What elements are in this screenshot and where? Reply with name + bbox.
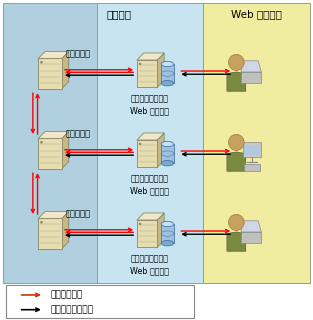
Polygon shape	[241, 61, 261, 72]
Circle shape	[228, 214, 244, 230]
Bar	[203, 3, 310, 283]
Polygon shape	[38, 211, 69, 218]
Polygon shape	[38, 131, 69, 138]
Ellipse shape	[161, 161, 174, 166]
Ellipse shape	[161, 81, 174, 86]
Polygon shape	[227, 152, 246, 171]
Text: キャッシュ: キャッシュ	[65, 49, 90, 58]
Ellipse shape	[161, 241, 174, 246]
Polygon shape	[157, 213, 164, 247]
Circle shape	[228, 54, 244, 70]
Text: データの読み取り: データの読み取り	[50, 305, 93, 314]
Circle shape	[139, 223, 141, 225]
Text: アプリケーション
Web サーバー: アプリケーション Web サーバー	[130, 254, 169, 275]
Ellipse shape	[161, 141, 174, 147]
Text: アプリケーション
Web サーバー: アプリケーション Web サーバー	[130, 174, 169, 195]
Polygon shape	[62, 51, 69, 89]
Polygon shape	[137, 133, 164, 140]
Polygon shape	[157, 53, 164, 87]
Polygon shape	[38, 58, 62, 89]
Bar	[161, 224, 174, 243]
Ellipse shape	[161, 221, 174, 227]
Bar	[244, 164, 260, 171]
Circle shape	[139, 63, 141, 65]
Bar	[161, 144, 174, 163]
Text: アプリケーション
Web サーバー: アプリケーション Web サーバー	[130, 94, 169, 115]
Bar	[97, 3, 203, 283]
Polygon shape	[137, 140, 157, 167]
Polygon shape	[38, 218, 62, 249]
Polygon shape	[227, 72, 246, 91]
Polygon shape	[38, 51, 69, 58]
Circle shape	[40, 141, 43, 143]
Text: Web ユーザー: Web ユーザー	[231, 10, 282, 20]
Text: キャッシュ: キャッシュ	[65, 129, 90, 138]
Text: キャッシュ: キャッシュ	[65, 209, 90, 218]
Circle shape	[40, 61, 43, 63]
Bar	[243, 142, 261, 157]
Circle shape	[139, 143, 141, 145]
Text: データの更新: データの更新	[50, 291, 82, 300]
Polygon shape	[227, 232, 246, 251]
Polygon shape	[137, 213, 164, 220]
Bar	[3, 3, 97, 283]
Ellipse shape	[161, 61, 174, 67]
Polygon shape	[62, 211, 69, 249]
Polygon shape	[241, 72, 261, 83]
Polygon shape	[137, 220, 157, 247]
Text: 負荷分散: 負荷分散	[106, 10, 131, 20]
Circle shape	[228, 134, 244, 150]
Polygon shape	[137, 60, 157, 87]
Polygon shape	[62, 131, 69, 169]
Polygon shape	[241, 232, 261, 243]
Polygon shape	[137, 53, 164, 60]
Bar	[6, 285, 194, 318]
Polygon shape	[38, 138, 62, 169]
Polygon shape	[157, 133, 164, 167]
Bar	[244, 145, 260, 155]
Bar	[161, 64, 174, 83]
Circle shape	[40, 221, 43, 223]
Polygon shape	[241, 221, 261, 232]
